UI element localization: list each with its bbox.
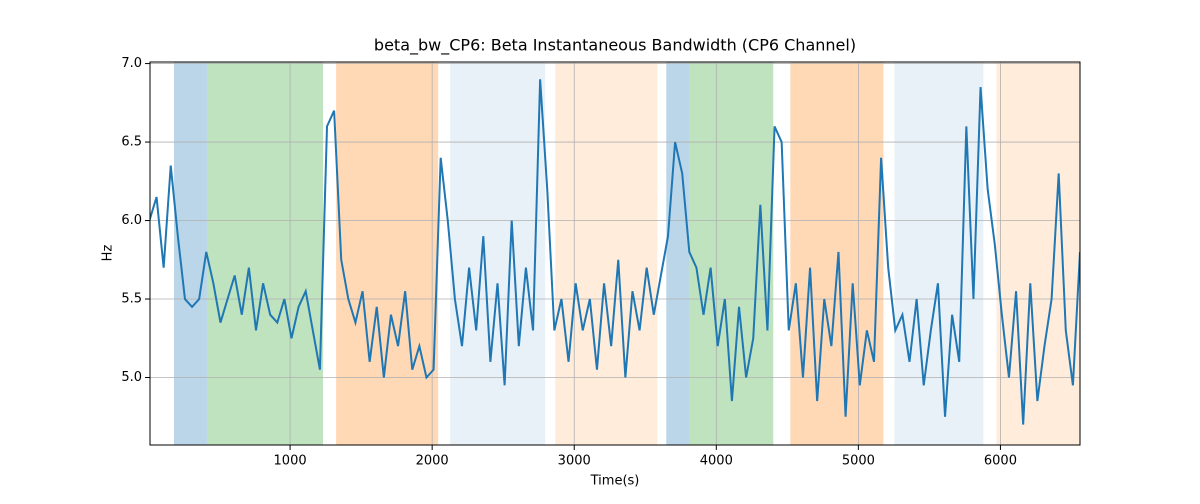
shaded-span (450, 62, 546, 445)
shaded-span (555, 62, 658, 445)
plot-frame (149, 61, 1081, 446)
x-tick-label: 4000 (700, 454, 733, 469)
shaded-span (336, 62, 439, 445)
x-tick-label: 6000 (984, 454, 1017, 469)
x-axis-label: Time(s) (590, 474, 640, 489)
chart-title: beta_bw_CP6: Beta Instantaneous Bandwidt… (374, 36, 856, 56)
data-line (150, 79, 1080, 425)
y-tick-label: 7.0 (121, 56, 142, 71)
y-tick-label: 6.0 (121, 213, 142, 228)
x-tick-label: 3000 (558, 454, 591, 469)
y-tick-label: 5.0 (121, 370, 142, 385)
y-axis-label: Hz (101, 245, 116, 262)
x-tick-label: 1000 (274, 454, 307, 469)
shaded-span (666, 62, 690, 445)
shaded-span (206, 62, 324, 445)
shaded-span (790, 62, 884, 445)
x-tick-label: 2000 (416, 454, 449, 469)
shaded-span (894, 62, 984, 445)
shaded-span (996, 62, 1080, 445)
x-tick-label: 5000 (842, 454, 875, 469)
y-tick-label: 6.5 (121, 135, 142, 150)
y-tick-label: 5.5 (121, 292, 142, 307)
